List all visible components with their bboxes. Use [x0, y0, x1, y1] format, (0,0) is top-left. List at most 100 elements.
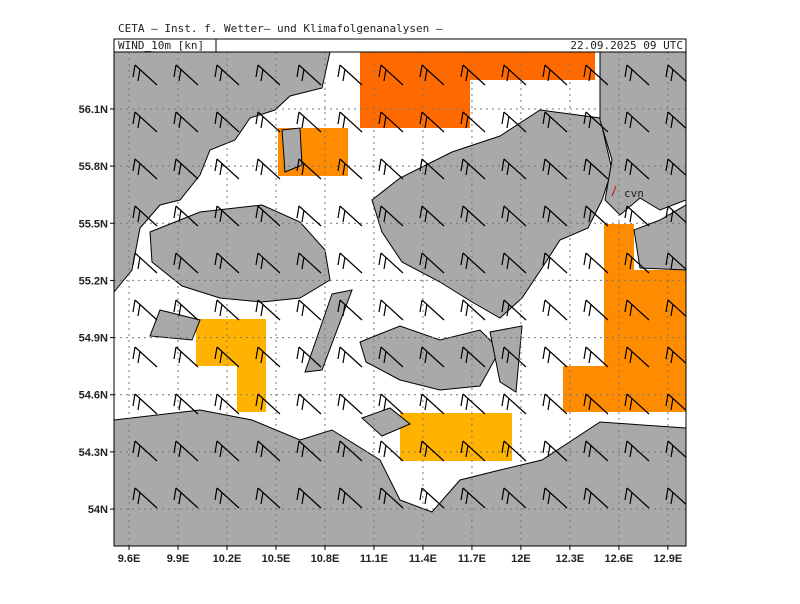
- wind-barb: [460, 299, 486, 321]
- wind-barb: [460, 440, 486, 462]
- wind-area: [196, 319, 266, 366]
- wind-barb: [214, 346, 240, 368]
- wind-barb: [624, 252, 650, 274]
- wind-barb: [296, 487, 322, 509]
- wind-barb: [255, 64, 281, 86]
- wind-barb: [583, 393, 609, 415]
- wind-barb: [132, 487, 158, 509]
- wind-barb: [173, 205, 199, 227]
- wind-barb: [624, 393, 650, 415]
- wind-barb: [665, 158, 686, 177]
- wind-barb: [378, 64, 404, 86]
- sweden: [599, 52, 686, 216]
- wind-barb: [173, 440, 199, 462]
- wind-barb: [583, 111, 609, 133]
- wind-barb: [583, 205, 609, 227]
- wind-barb: [337, 346, 363, 368]
- wind-area: [237, 366, 266, 412]
- wind-barb: [378, 111, 404, 133]
- lon-tick-label: 12.3E: [556, 553, 585, 565]
- wind-barb: [583, 346, 609, 368]
- wind-barb: [665, 393, 686, 412]
- wind-barb: [132, 205, 158, 227]
- wind-barb: [173, 111, 199, 133]
- wind-barb: [132, 346, 158, 368]
- wind-barb: [542, 158, 568, 180]
- wind-barb: [255, 299, 281, 321]
- wind-barb: [296, 346, 322, 368]
- wind-barb: [460, 64, 486, 86]
- wind-barb: [419, 346, 445, 368]
- wind-barb: [665, 252, 686, 271]
- wind-barb: [255, 158, 281, 180]
- wind-barb: [542, 487, 568, 509]
- wind-barb: [296, 158, 322, 180]
- wind-barb: [583, 487, 609, 509]
- wind-area: [400, 413, 512, 461]
- falster: [489, 325, 523, 393]
- wind-barb: [542, 252, 568, 274]
- wind-barb: [337, 205, 363, 227]
- wind-barb: [542, 346, 568, 368]
- wind-barb: [255, 252, 281, 274]
- wind-barb: [501, 111, 527, 133]
- wind-barb: [214, 440, 240, 462]
- wind-barb: [460, 111, 486, 133]
- wind-barb: [419, 299, 445, 321]
- wind-barb: [460, 205, 486, 227]
- wind-barb: [501, 440, 527, 462]
- wind-barb: [378, 299, 404, 321]
- wind-barb: [542, 111, 568, 133]
- wind-barb: [214, 158, 240, 180]
- wind-barb: [583, 440, 609, 462]
- wind-barb: [214, 205, 240, 227]
- wind-barb: [542, 205, 568, 227]
- wind-barb: [624, 64, 650, 86]
- wind-barb: [501, 487, 527, 509]
- wind-barb: [419, 393, 445, 415]
- wind-barb: [337, 393, 363, 415]
- wind-barb: [460, 487, 486, 509]
- field-label: WIND_10m [kn]: [118, 39, 204, 52]
- wind-barb: [665, 205, 686, 224]
- wind-barb: [624, 205, 650, 227]
- lon-tick-label: 12.9E: [653, 553, 682, 565]
- lat-tick-label: 55.5N: [79, 218, 108, 230]
- wind-barb: [132, 393, 158, 415]
- wind-barb: [378, 205, 404, 227]
- wind-barb: [173, 252, 199, 274]
- wind-area: [604, 270, 686, 412]
- wind-barb: [501, 205, 527, 227]
- wind-barb: [665, 346, 686, 365]
- wind-barb: [296, 111, 322, 133]
- wind-barb: [460, 393, 486, 415]
- wind-barb: [665, 64, 686, 83]
- lat-tick-label: 54.3N: [79, 447, 108, 459]
- wind-barb: [173, 393, 199, 415]
- wind-barb: [378, 158, 404, 180]
- wind-barb: [378, 440, 404, 462]
- wind-barb: [296, 299, 322, 321]
- wind-barb: [419, 252, 445, 274]
- wind-barb: [542, 64, 568, 86]
- lon-tick-label: 10.5E: [262, 553, 291, 565]
- fehmarn: [361, 407, 411, 437]
- wind-barb: [583, 299, 609, 321]
- lon-tick-label: 9.6E: [118, 553, 141, 565]
- wind-barb: [419, 487, 445, 509]
- wind-barb: [132, 440, 158, 462]
- lon-tick-label: 11.7E: [458, 553, 486, 565]
- wind-barb: [132, 299, 158, 321]
- wind-barb: [378, 487, 404, 509]
- samso: [281, 127, 303, 173]
- lon-tick-label: 12.6E: [605, 553, 634, 565]
- wind-barb: [419, 64, 445, 86]
- wind-barb: [214, 393, 240, 415]
- wind-barb: [583, 64, 609, 86]
- wind-barb: [542, 393, 568, 415]
- wind-barb: [624, 158, 650, 180]
- wind-barb: [583, 252, 609, 274]
- lon-tick-label: 10.8E: [311, 553, 340, 565]
